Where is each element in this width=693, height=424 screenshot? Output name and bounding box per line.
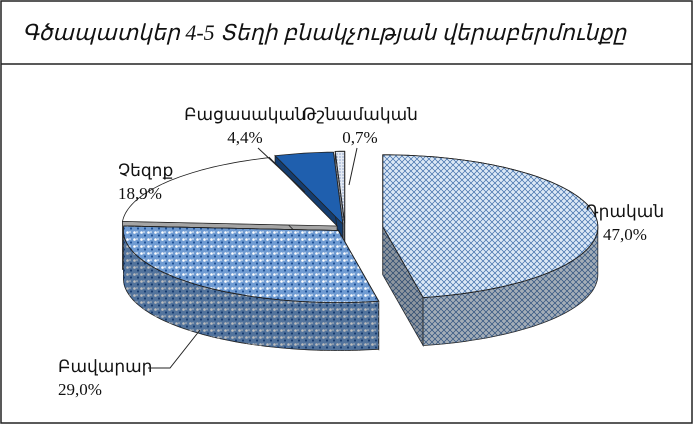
- slice-value-label: 0,7%: [342, 128, 377, 147]
- leader-line: [257, 147, 306, 193]
- slice-label: Թշնամական: [302, 105, 418, 124]
- slice-texture: [382, 154, 599, 298]
- slice-value-label: 47,0%: [603, 225, 647, 244]
- slice-value-label: 29,0%: [58, 380, 102, 399]
- slice-label: Դրական: [586, 202, 664, 221]
- leader-line: [148, 329, 201, 369]
- slice-side-texture: [423, 226, 598, 346]
- slice-label: Չեզոք: [118, 161, 173, 180]
- slice-value-label: 18,9%: [118, 184, 162, 203]
- slice: [121, 157, 339, 227]
- chart-title: Գծապատկեր 4-5 Տեղի բնակչության վերաբերմո…: [22, 20, 627, 45]
- pie: [121, 150, 599, 351]
- slice-label: Բավարար: [58, 357, 152, 376]
- slice-side-texture: [123, 230, 379, 351]
- slice-side-texture: [382, 226, 424, 346]
- leader-line: [348, 147, 358, 186]
- slice-label: Բացասական: [184, 105, 306, 124]
- slice-texture: [122, 225, 380, 303]
- slice: [274, 151, 344, 226]
- slice-value-label: 4,4%: [227, 128, 262, 147]
- slice-texture: [334, 150, 346, 224]
